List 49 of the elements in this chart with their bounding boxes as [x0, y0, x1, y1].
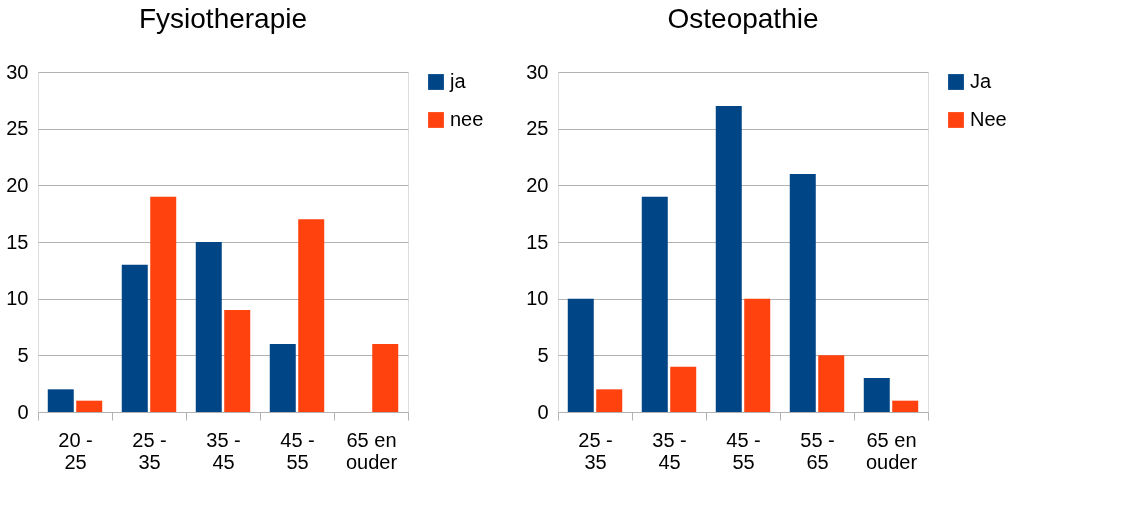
y-tick-label: 15 — [6, 230, 29, 253]
y-tick-label: 0 — [17, 400, 29, 423]
x-tick-label: 65 en ouder — [865, 428, 918, 473]
x-tick-label: 55 - 65 — [800, 428, 835, 473]
bar — [195, 242, 222, 412]
bar — [715, 106, 742, 412]
bar — [76, 400, 103, 412]
y-tick-label: 20 — [6, 173, 29, 196]
bar — [670, 366, 697, 412]
bar — [863, 378, 890, 412]
x-tick-label: 45 - 55 — [726, 428, 761, 473]
y-tick-label: 5 — [17, 343, 29, 366]
y-tick-label: 25 — [6, 117, 29, 140]
bar — [567, 298, 594, 412]
bar — [892, 400, 919, 412]
bar — [818, 355, 845, 412]
bar — [789, 174, 816, 412]
bar — [269, 344, 296, 412]
x-tick-label: 25 - 35 — [132, 428, 167, 473]
y-tick-label: 30 — [6, 60, 29, 83]
bar — [121, 264, 148, 412]
bar — [744, 298, 771, 412]
bar — [150, 196, 177, 412]
y-tick-label: 30 — [526, 60, 549, 83]
x-tick-label: 65 en ouder — [345, 428, 398, 473]
legend-label: Nee — [970, 108, 1007, 130]
y-tick-label: 10 — [6, 287, 29, 310]
bar — [596, 389, 623, 412]
y-tick-label: 10 — [526, 287, 549, 310]
y-tick-label: 20 — [526, 173, 549, 196]
y-tick-label: 5 — [537, 343, 549, 366]
bar — [641, 196, 668, 412]
bar — [47, 389, 74, 412]
x-tick-label: 35 - 45 — [652, 428, 687, 473]
chart-title: Fysiotherapie — [138, 3, 308, 34]
legend-label: Ja — [970, 70, 992, 92]
legend-label: ja — [449, 70, 467, 92]
legend-label: nee — [450, 108, 484, 130]
y-tick-label: 0 — [537, 400, 549, 423]
x-tick-label: 25 - 35 — [578, 428, 613, 473]
y-tick-label: 25 — [526, 117, 549, 140]
x-tick-label: 45 - 55 — [280, 428, 315, 473]
x-tick-label: 20 - 25 — [58, 428, 93, 473]
bar — [224, 310, 251, 412]
bar — [372, 344, 399, 412]
chart-title: Osteopathie — [667, 3, 819, 34]
y-tick-label: 15 — [526, 230, 549, 253]
bar — [298, 219, 325, 412]
x-tick-label: 35 - 45 — [206, 428, 241, 473]
